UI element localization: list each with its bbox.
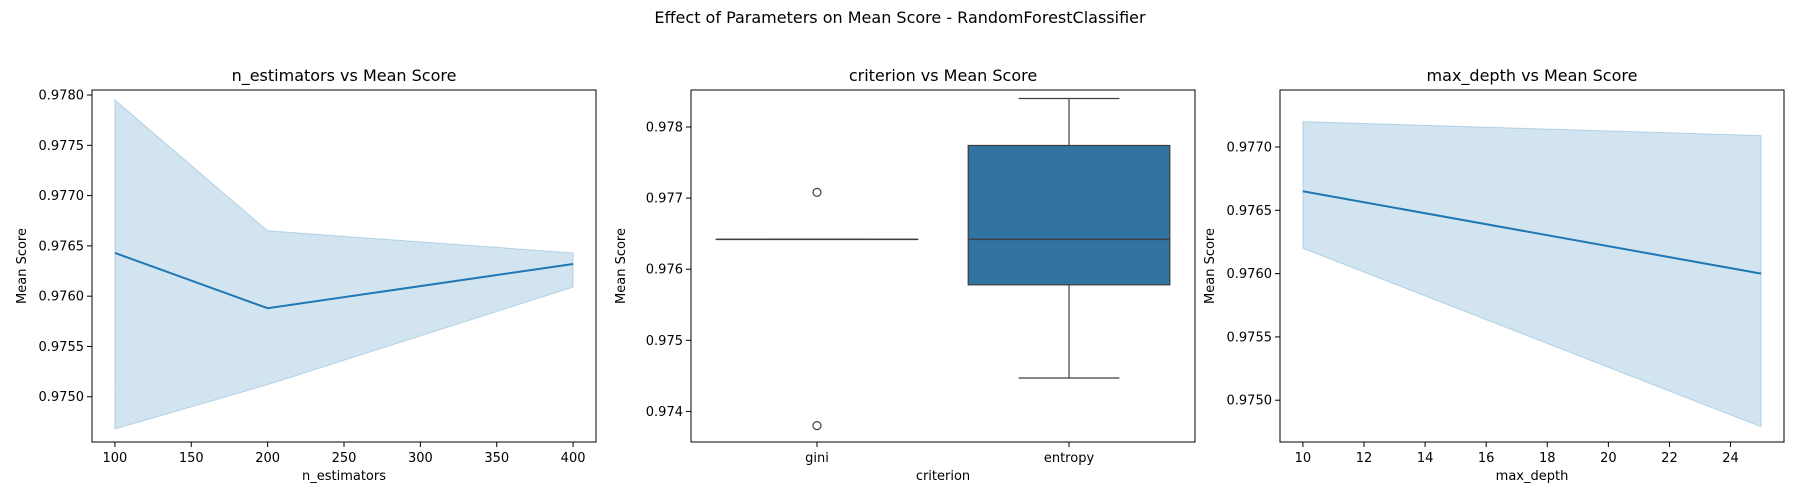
x-tick-label: 200 xyxy=(255,451,280,466)
confidence-band xyxy=(114,98,574,430)
x-tick-label: 18 xyxy=(1539,451,1556,466)
x-tick-label: 10 xyxy=(1295,451,1312,466)
chart-panel-3: max_depth vs Mean Score 0.9750 0.9755 0.976… xyxy=(1203,66,1785,484)
y-tick-label: 0.976 xyxy=(646,263,683,278)
y-tick-label: 0.9765 xyxy=(39,239,85,254)
box-body xyxy=(967,144,1171,286)
y-axis-label: Mean Score xyxy=(1203,228,1218,304)
x-tick-label: 350 xyxy=(484,451,509,466)
x-tick-label: 300 xyxy=(408,451,433,466)
x-tick-label: gini xyxy=(805,451,829,466)
y-tick-label: 0.978 xyxy=(646,120,683,135)
outlier-point xyxy=(812,421,822,431)
x-tick-label: 400 xyxy=(561,451,586,466)
chart-title: max_depth vs Mean Score xyxy=(1427,66,1638,86)
box-gini xyxy=(715,187,919,431)
outlier-point xyxy=(812,187,822,197)
y-tick-label: 0.9780 xyxy=(39,89,85,104)
y-tick-label: 0.9750 xyxy=(1227,394,1273,409)
x-axis-label: criterion xyxy=(916,469,970,484)
chart-title: criterion vs Mean Score xyxy=(849,66,1037,85)
series-line xyxy=(114,251,574,310)
box-entropy xyxy=(967,97,1171,379)
x-tick-label: 24 xyxy=(1722,451,1739,466)
x-tick-label: 14 xyxy=(1417,451,1434,466)
plot-frame xyxy=(1279,89,1785,443)
y-axis-label: Mean Score xyxy=(15,228,30,304)
chart-panel-2: criterion vs Mean Score 0.974 0.975 0.976 0.… xyxy=(614,66,1196,484)
y-tick-label: 0.9755 xyxy=(39,340,85,355)
y-tick-label: 0.977 xyxy=(646,192,683,207)
series-line xyxy=(1302,190,1762,275)
y-tick-label: 0.9760 xyxy=(1227,267,1273,282)
x-tick-label: 250 xyxy=(332,451,357,466)
figure-title: Effect of Parameters on Mean Score - Ran… xyxy=(654,8,1146,27)
x-axis-label: n_estimators xyxy=(302,469,386,484)
x-tick-label: 20 xyxy=(1600,451,1617,466)
y-axis-label: Mean Score xyxy=(614,228,629,304)
x-tick-label: 12 xyxy=(1356,451,1373,466)
confidence-band xyxy=(1302,121,1762,428)
x-axis-label: max_depth xyxy=(1496,469,1569,484)
y-tick-label: 0.9775 xyxy=(39,139,85,154)
y-tick-label: 0.9770 xyxy=(39,189,85,204)
y-tick-label: 0.974 xyxy=(646,405,683,420)
y-tick-label: 0.9765 xyxy=(1227,204,1273,219)
x-tick-label: 16 xyxy=(1478,451,1495,466)
y-tick-label: 0.9760 xyxy=(39,290,85,305)
x-tick-label: 22 xyxy=(1661,451,1678,466)
x-tick-label: 150 xyxy=(179,451,204,466)
x-tick-label: entropy xyxy=(1044,451,1095,466)
y-tick-label: 0.9750 xyxy=(39,390,85,405)
y-tick-label: 0.9770 xyxy=(1227,140,1273,155)
x-tick-label: 100 xyxy=(102,451,127,466)
plot-frame xyxy=(91,89,597,443)
y-tick-label: 0.975 xyxy=(646,334,683,349)
chart-title: n_estimators vs Mean Score xyxy=(232,66,457,86)
chart-panel-1: n_estimators vs Mean Score 0.9750 0.9755 0.… xyxy=(15,66,597,484)
y-tick-label: 0.9755 xyxy=(1227,330,1273,345)
plot-frame xyxy=(690,89,1196,443)
